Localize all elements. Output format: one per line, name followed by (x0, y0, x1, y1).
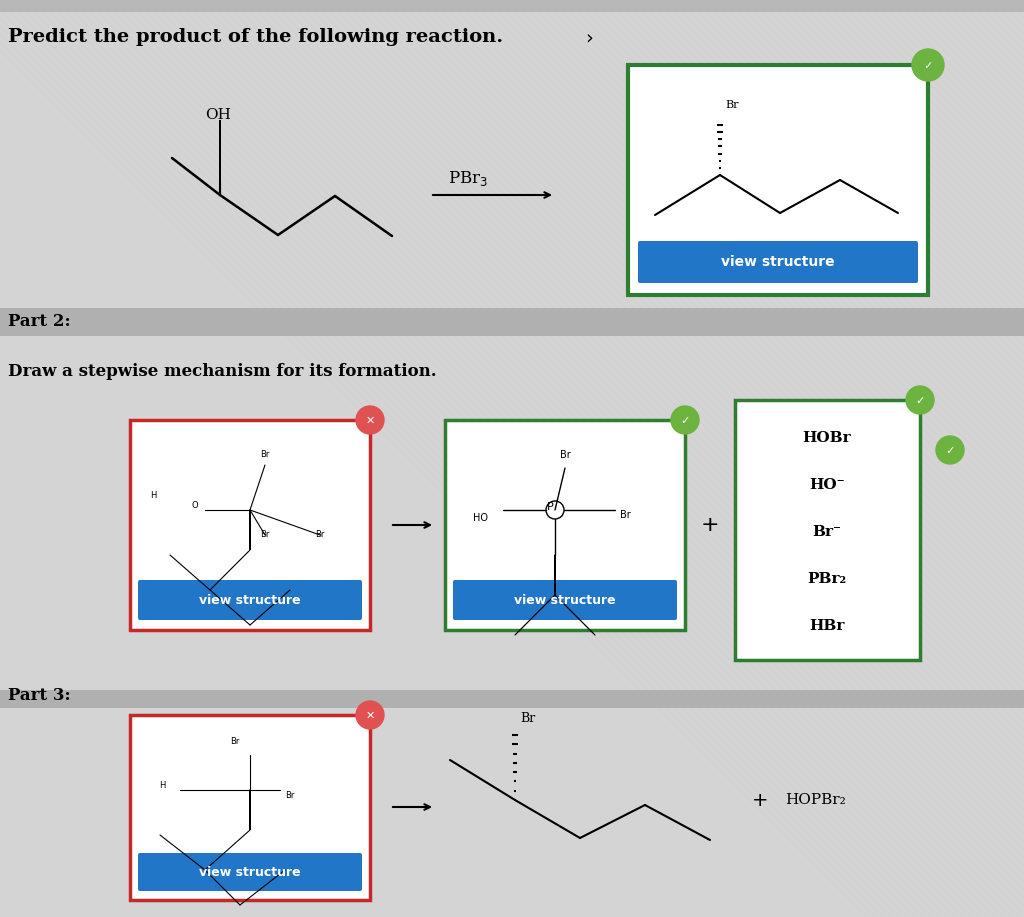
Text: Br⁻: Br⁻ (812, 525, 842, 539)
Text: view structure: view structure (200, 593, 301, 606)
Text: Br: Br (315, 530, 325, 539)
Bar (0, 690, 1024, 708)
Text: Br: Br (725, 100, 738, 110)
FancyBboxPatch shape (638, 241, 918, 283)
Text: OH: OH (205, 108, 231, 122)
Text: Br: Br (520, 712, 536, 725)
Circle shape (356, 701, 384, 729)
Text: Br: Br (620, 510, 631, 520)
Text: +: + (752, 790, 768, 810)
Bar (735, 400, 920, 660)
Text: Br: Br (260, 530, 269, 539)
Text: ✓: ✓ (924, 61, 933, 71)
Text: HO⁻: HO⁻ (809, 478, 845, 492)
Circle shape (671, 406, 699, 434)
Circle shape (906, 386, 934, 414)
Text: Draw a stepwise mechanism for its formation.: Draw a stepwise mechanism for its format… (8, 363, 436, 380)
Text: Part 3:: Part 3: (8, 687, 71, 704)
Text: HBr: HBr (809, 619, 845, 633)
Text: Br: Br (260, 450, 269, 459)
Text: +: + (700, 515, 719, 535)
Text: Br: Br (230, 737, 240, 746)
Bar (0, 0, 1024, 12)
Text: ✓: ✓ (945, 446, 954, 456)
Text: view structure: view structure (514, 593, 615, 606)
Text: H: H (150, 491, 157, 500)
Text: view structure: view structure (200, 866, 301, 878)
Circle shape (936, 436, 964, 464)
FancyBboxPatch shape (138, 580, 362, 620)
Bar (628, 65, 928, 295)
Text: PBr₂: PBr₂ (808, 572, 847, 586)
Text: ›: › (585, 28, 593, 47)
Bar (0, 308, 1024, 336)
Bar (130, 420, 370, 630)
Text: ✕: ✕ (366, 711, 375, 721)
Text: HO: HO (473, 513, 488, 523)
Text: Part 2:: Part 2: (8, 313, 71, 330)
Text: ✓: ✓ (680, 416, 690, 426)
Text: HOPBr₂: HOPBr₂ (785, 793, 846, 807)
FancyBboxPatch shape (453, 580, 677, 620)
Text: H: H (159, 780, 165, 790)
Circle shape (912, 49, 944, 81)
Text: Br: Br (560, 450, 570, 460)
FancyBboxPatch shape (138, 853, 362, 891)
Text: P: P (547, 502, 553, 512)
Bar (445, 420, 685, 630)
Text: ✕: ✕ (366, 416, 375, 426)
Bar (130, 715, 370, 900)
Text: Br: Br (285, 790, 294, 800)
Circle shape (356, 406, 384, 434)
Text: O: O (191, 501, 199, 510)
Text: PBr$_3$: PBr$_3$ (447, 169, 488, 187)
Text: ✓: ✓ (915, 396, 925, 406)
Text: view structure: view structure (721, 255, 835, 269)
Text: HOBr: HOBr (803, 431, 851, 445)
Text: Predict the product of the following reaction.: Predict the product of the following rea… (8, 28, 503, 46)
